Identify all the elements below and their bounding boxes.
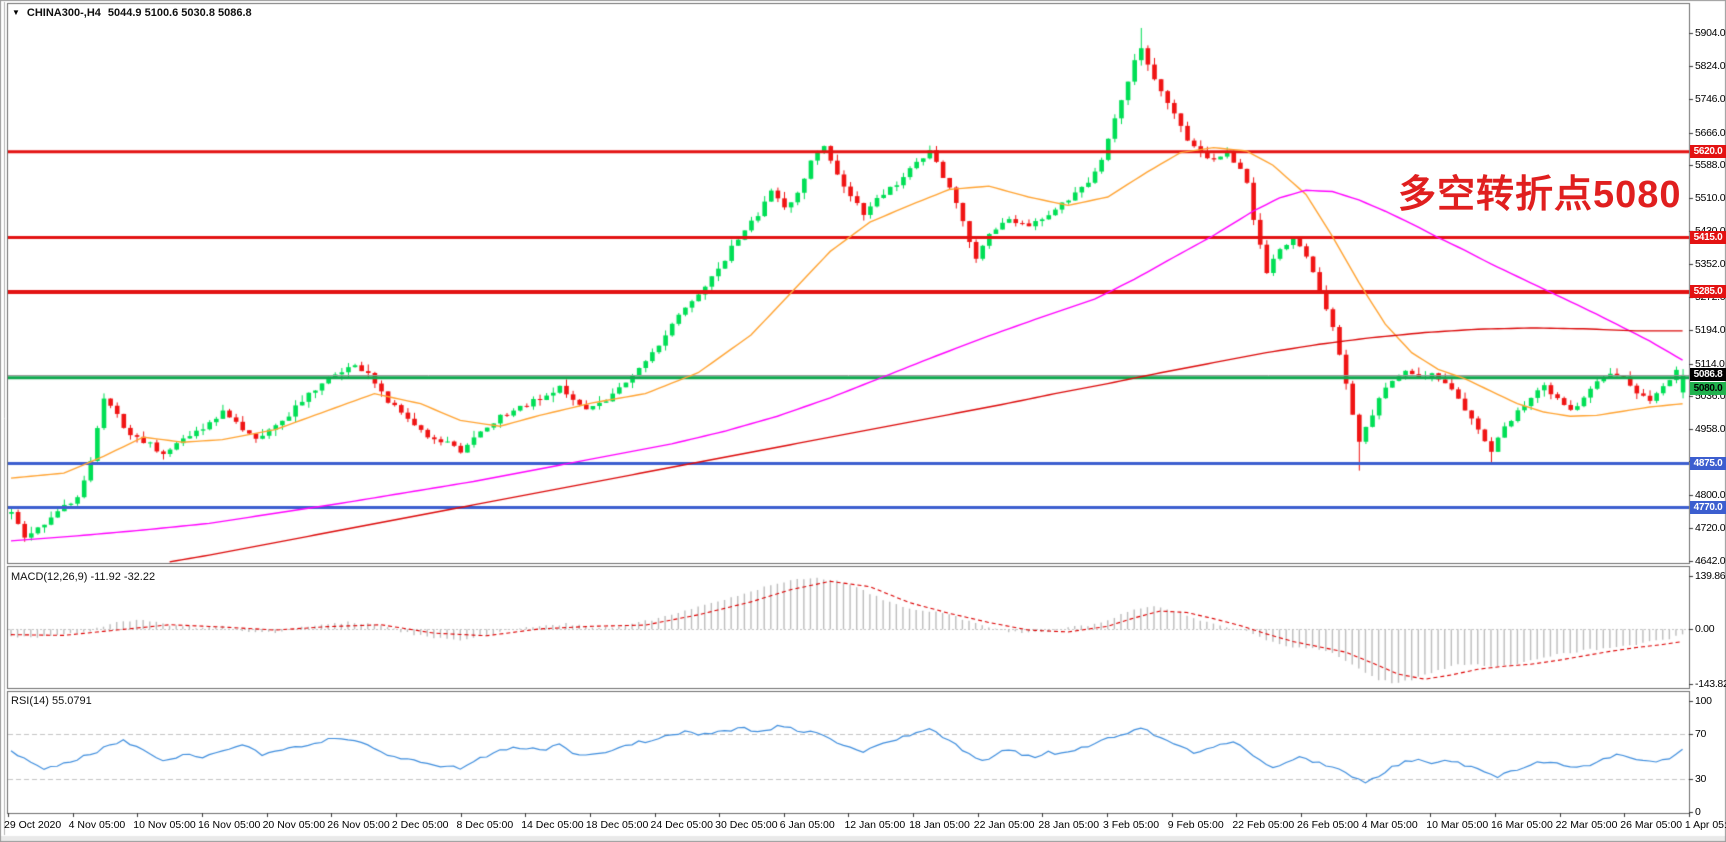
time-axis-label: 20 Nov 05:00 xyxy=(262,819,326,831)
rsi-indicator-label: RSI(14) 55.0791 xyxy=(11,695,92,707)
price-badge-5620.0: 5620.0 xyxy=(1690,145,1726,159)
chart-title: ▼ CHINA300-,H4 5044.9 5100.6 5030.8 5086… xyxy=(12,7,252,19)
time-axis-label: 28 Jan 05:00 xyxy=(1038,819,1100,831)
price-badge-5080.0: 5080.0 xyxy=(1690,381,1726,395)
price-badge-4875.0: 4875.0 xyxy=(1690,457,1726,471)
time-axis-label: 29 Oct 2020 xyxy=(4,819,62,831)
macd-scale-label: 139.86 xyxy=(1695,570,1726,583)
time-axis-label: 10 Mar 05:00 xyxy=(1426,819,1489,831)
price-axis-label: 5194.0 xyxy=(1695,324,1726,337)
time-axis-label: 4 Mar 05:00 xyxy=(1361,819,1418,831)
time-axis-label: 18 Jan 05:00 xyxy=(909,819,970,831)
price-axis-label: 4800.0 xyxy=(1695,488,1726,501)
rsi-scale-label: 30 xyxy=(1695,772,1707,785)
time-axis-label: 10 Nov 05:00 xyxy=(133,819,196,831)
time-axis-label: 26 Feb 05:00 xyxy=(1297,819,1359,831)
rsi-scale-label: 70 xyxy=(1695,728,1707,741)
time-axis-label: 26 Mar 05:00 xyxy=(1620,819,1683,831)
ohlc-values: 5044.9 5100.6 5030.8 5086.8 xyxy=(107,7,252,19)
time-axis-label: 2 Dec 05:00 xyxy=(391,819,449,831)
price-axis-label: 5904.0 xyxy=(1695,27,1726,39)
price-axis-label: 5824.0 xyxy=(1695,60,1726,73)
time-axis-label: 22 Jan 05:00 xyxy=(973,819,1035,831)
price-axis-label: 5114.0 xyxy=(1695,357,1725,370)
price-axis-label: 4958.0 xyxy=(1695,422,1726,435)
macd-scale-label: -143.82 xyxy=(1695,678,1726,691)
annotation-text: 多空转折点5080 xyxy=(1398,174,1682,216)
price-axis-label: 4720.0 xyxy=(1695,522,1726,535)
price-badge-5415.0: 5415.0 xyxy=(1690,231,1726,245)
macd-indicator-label: MACD(12,26,9) -11.92 -32.22 xyxy=(11,571,156,583)
time-axis-label: 8 Dec 05:00 xyxy=(456,819,514,831)
price-badge-4770.0: 4770.0 xyxy=(1690,500,1726,514)
rsi-scale-label: 0 xyxy=(1695,806,1701,818)
time-axis-label: 3 Feb 05:00 xyxy=(1103,819,1160,831)
price-axis-label: 5352.0 xyxy=(1695,257,1726,270)
time-axis-label: 9 Feb 05:00 xyxy=(1167,819,1224,831)
time-axis-label: 6 Jan 05:00 xyxy=(779,819,835,831)
price-badge-5285.0: 5285.0 xyxy=(1690,285,1726,299)
macd-scale-label: 0.00 xyxy=(1695,623,1715,636)
price-axis-label: 5746.0 xyxy=(1695,93,1726,106)
time-axis-label: 16 Nov 05:00 xyxy=(197,819,261,831)
time-axis-label: 30 Dec 05:00 xyxy=(715,819,778,831)
time-axis-label: 26 Nov 05:00 xyxy=(327,819,390,831)
chevron-down-icon[interactable]: ▼ xyxy=(12,8,20,17)
time-axis-label: 4 Nov 05:00 xyxy=(68,819,126,831)
symbol-period-label: CHINA300-,H4 xyxy=(26,7,101,19)
time-axis-label: 24 Dec 05:00 xyxy=(650,819,713,831)
price-axis-label: 4642.0 xyxy=(1695,555,1726,567)
price-badge-5086.8: 5086.8 xyxy=(1690,368,1726,382)
time-axis-label: 12 Jan 05:00 xyxy=(844,819,906,831)
rsi-scale-label: 100 xyxy=(1695,695,1712,707)
time-axis-label: 22 Mar 05:00 xyxy=(1555,819,1618,831)
time-axis-label: 16 Mar 05:00 xyxy=(1490,819,1553,831)
time-axis-label: 1 Apr 05:00 xyxy=(1684,819,1726,831)
time-axis-label: 18 Dec 05:00 xyxy=(585,819,649,831)
price-axis-label: 5666.0 xyxy=(1695,126,1726,139)
price-axis-label: 5588.0 xyxy=(1695,159,1726,172)
price-axis-label: 5510.0 xyxy=(1695,191,1726,204)
time-axis-label: 14 Dec 05:00 xyxy=(521,819,584,831)
time-axis-label: 22 Feb 05:00 xyxy=(1232,819,1295,831)
